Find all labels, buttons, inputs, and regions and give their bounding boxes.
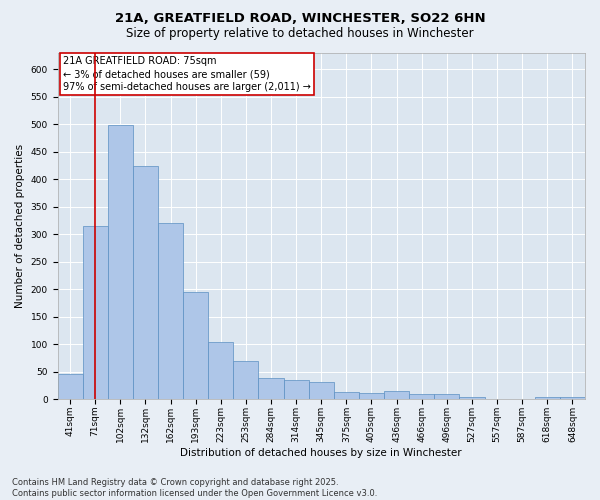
Text: 21A GREATFIELD ROAD: 75sqm
← 3% of detached houses are smaller (59)
97% of semi-: 21A GREATFIELD ROAD: 75sqm ← 3% of detac…: [63, 56, 311, 92]
Bar: [434, 394, 460, 400]
Bar: [460, 396, 485, 400]
Y-axis label: Number of detached properties: Number of detached properties: [15, 144, 25, 308]
Bar: [183, 292, 208, 400]
Bar: [83, 226, 108, 400]
Text: Contains HM Land Registry data © Crown copyright and database right 2025.
Contai: Contains HM Land Registry data © Crown c…: [12, 478, 377, 498]
Bar: [233, 361, 259, 400]
Bar: [284, 380, 309, 400]
Bar: [158, 223, 183, 400]
Bar: [359, 392, 384, 400]
Bar: [133, 166, 158, 400]
Bar: [309, 382, 334, 400]
Bar: [384, 391, 409, 400]
Bar: [58, 374, 83, 400]
Bar: [208, 342, 233, 400]
Bar: [259, 378, 284, 400]
X-axis label: Distribution of detached houses by size in Winchester: Distribution of detached houses by size …: [181, 448, 462, 458]
Bar: [409, 394, 434, 400]
Bar: [334, 392, 359, 400]
Bar: [108, 125, 133, 400]
Bar: [560, 396, 585, 400]
Bar: [535, 397, 560, 400]
Text: Size of property relative to detached houses in Winchester: Size of property relative to detached ho…: [126, 28, 474, 40]
Text: 21A, GREATFIELD ROAD, WINCHESTER, SO22 6HN: 21A, GREATFIELD ROAD, WINCHESTER, SO22 6…: [115, 12, 485, 26]
